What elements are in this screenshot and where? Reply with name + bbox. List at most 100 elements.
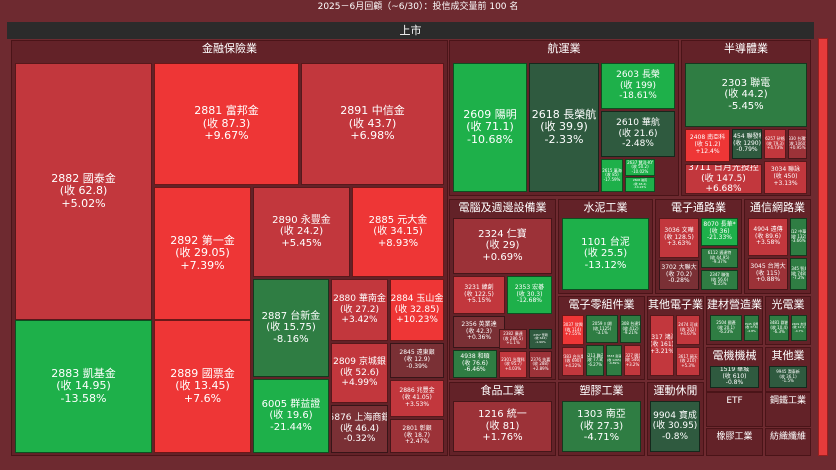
- tile-3702[interactable]: 3702 大聯大 (收 70.2) -0.28%: [659, 260, 699, 290]
- tile-label: 1101 台泥: [581, 236, 630, 248]
- tile-label: 2887 台新金: [261, 310, 321, 322]
- tile-2376[interactable]: 2376 技嘉 (收 288) +2.89%: [529, 351, 552, 378]
- tile-1101[interactable]: 1101 台泥 (收 25.5) -13.12%: [562, 218, 649, 290]
- tile-6213[interactable]: 6213 聯茂 (收 77.8) -6.27%: [586, 345, 604, 376]
- tile-2887[interactable]: 2887 台新金 (收 15.75) -8.16%: [253, 279, 329, 377]
- tile-6005[interactable]: 6005 群益證 (收 19.6) -21.44%: [253, 379, 329, 453]
- tile-close: (收 199): [619, 80, 657, 91]
- tile-label: 1303 南亞: [577, 409, 626, 421]
- tile-2301[interactable]: 2301 光寶科 (收 95.7) +4.03%: [499, 351, 527, 378]
- tile-label: 6005 群益證: [261, 398, 321, 410]
- tile-label: 2884 玉山金: [390, 294, 444, 305]
- tile-2890[interactable]: 2890 永豐金 (收 24.2) +5.45%: [253, 187, 350, 277]
- tile-2059[interactable]: 2059 川湖 (收 1125) -3.1%: [586, 315, 618, 343]
- tile-2303[interactable]: 2303 聯電 (收 44.2) -5.45%: [685, 63, 807, 127]
- tile-close: (收 30.95): [652, 421, 698, 432]
- sector-title: 其他電子業: [648, 298, 703, 311]
- tile-close: (收 41.05): [402, 394, 432, 402]
- tile-2882[interactable]: 2882 國泰金 (收 62.8) +5.02%: [15, 63, 152, 320]
- tile-2801[interactable]: 2801 彰銀 (收 18.7) +2.47%: [390, 419, 444, 453]
- tile-9904[interactable]: 9904 寶成 (收 30.95) -0.8%: [650, 401, 700, 452]
- tile-label: 5876 上海商銀: [331, 413, 388, 424]
- tile-2884[interactable]: 2884 玉山金 (收 32.85) +10.23%: [390, 279, 444, 341]
- tile-4904[interactable]: 4904 遠傳 (收 89.6) +3.58%: [748, 218, 788, 256]
- tile-1216[interactable]: 1216 統一 (收 81) +1.76%: [453, 401, 552, 452]
- tile-close: (收 1290): [733, 139, 761, 147]
- tile-2356[interactable]: 2356 英業達 (收 42.3) +0.36%: [453, 316, 505, 348]
- tile-2408[interactable]: 2408 南亞科 (收 51.2) +12.4%: [685, 129, 730, 162]
- tile-1519[interactable]: 1519 華城 (收 610) -0.8%: [710, 366, 759, 388]
- tile-label: 2890 永豐金: [272, 214, 331, 226]
- tile-change: -9.21%: [623, 330, 638, 336]
- tile-2615[interactable]: 2615 萬海 (收 85) -17.59%: [601, 159, 623, 192]
- tile-3034[interactable]: 3034 聯詠 (收 450) +3.13%: [764, 161, 807, 194]
- tile-close: (收 132): [790, 233, 807, 239]
- tile-close: (收 36): [709, 227, 730, 235]
- tile-change: +8.93%: [377, 237, 419, 249]
- tile-2883[interactable]: 2883 凱基金 (收 14.95) -13.58%: [15, 320, 152, 453]
- tile-2610[interactable]: 2610 華航 (收 21.6) -2.48%: [601, 111, 675, 157]
- sector-title: 橡膠工業: [716, 432, 753, 442]
- tile-2637[interactable]: 2637 慧洋-KY (收 50.2) -10.02%: [625, 159, 655, 176]
- tile-2409[interactable]: 2409 友達 (收 12.1) -4.7%: [791, 315, 807, 341]
- tile-2412[interactable]: 2412 中華電(收 132)-3.66%: [790, 218, 807, 256]
- tile-9945[interactable]: 9945 潤泰新 (收 36.1) -1.5%: [769, 366, 807, 388]
- tile-change: -6.23%: [718, 329, 734, 335]
- tile-3037[interactable]: 3037 欣興 (收 114) +7.55%: [562, 315, 584, 345]
- tile-2327[interactable]: 2327 國巨(收 546)+3.2%: [624, 345, 641, 376]
- tile-2317[interactable]: 2317 鴻海(收 161)+3.21%: [650, 315, 674, 376]
- tile-6112[interactable]: 6112 邁達特 (收 44.95) -9.37%: [701, 248, 738, 268]
- tile-close: (收 36.1): [779, 373, 797, 379]
- tile-2353[interactable]: 2353 宏碁 (收 30.3) -12.68%: [507, 276, 552, 314]
- tile-2606[interactable]: 2606 裕民 (收 48.4) -14.24%: [625, 177, 655, 192]
- tile-2383[interactable]: 2383 台光電 (收 690) +4.22%: [562, 347, 584, 376]
- tile-close: (收 25.5): [583, 248, 628, 260]
- tile-3617[interactable]: 3617 碩天 (收 210) +5.3%: [676, 347, 700, 376]
- tile-3036[interactable]: 3036 文曄 (收 128.5) +3.63%: [659, 218, 699, 258]
- tile-2347[interactable]: 2347 聯強 (收 56.6) -8.55%: [701, 270, 738, 290]
- tile-6257[interactable]: 6257 矽格 (收 79.3) +4.73%: [764, 129, 786, 159]
- tile-2454[interactable]: 2454 聯發科(收 1290)-0.79%: [732, 129, 762, 159]
- tile-change: -21.44%: [270, 421, 312, 433]
- tile-2809[interactable]: 2809 京城銀 (收 52.6) +4.99%: [331, 343, 388, 403]
- tile-2892[interactable]: 2892 第一金 (收 29.05) +7.39%: [154, 187, 251, 320]
- tile-5876[interactable]: 5876 上海商銀 (收 46.4) -0.32%: [331, 405, 388, 453]
- tile-2603[interactable]: 2603 長榮 (收 199) -18.61%: [601, 63, 675, 109]
- tile-2382[interactable]: 2382 廣達 (收 286.5) +1.1%: [499, 329, 527, 349]
- tile-8070[interactable]: 8070 長華* (收 36) -21.33%: [701, 218, 738, 246]
- tile-3045[interactable]: 3045 台灣大 (收 115) +0.88%: [748, 258, 788, 290]
- tile-close: (收 128.5): [664, 233, 694, 241]
- tile-2886[interactable]: 2886 兆豐金 (收 41.05) +3.53%: [390, 380, 444, 417]
- tile-1303[interactable]: 1303 南亞 (收 27.3) -4.71%: [562, 401, 641, 452]
- tile-label: 9904 寶成: [653, 410, 697, 421]
- tile-2474[interactable]: 2474 可成 (收 202) +4.67%: [676, 315, 700, 345]
- sector-title: 其他業: [771, 349, 805, 362]
- tile-2330[interactable]: 2330 台積電(收 1060)+0.95%: [788, 129, 807, 159]
- tile-2880[interactable]: 2880 華南金 (收 27.2) +3.42%: [331, 279, 388, 341]
- tile-2609[interactable]: 2609 陽明 (收 71.1) -10.68%: [453, 63, 527, 192]
- tile-2891[interactable]: 2891 中信金 (收 43.7) +6.98%: [301, 63, 444, 185]
- sector-title: 建材營造業: [707, 298, 762, 311]
- tile-3711[interactable]: 3711 日月光投控 (收 147.5) +6.68%: [685, 164, 762, 194]
- tile-2881[interactable]: 2881 富邦金 (收 87.3) +9.67%: [154, 63, 299, 185]
- tile-2545[interactable]: 2545 皇翔 (收 37.6) -4.8%: [744, 315, 759, 341]
- tile-3481[interactable]: 3481 群創 (收 10.4) -6.3%: [769, 315, 789, 341]
- tile-2885[interactable]: 2885 元大金 (收 34.15) +8.93%: [352, 187, 444, 277]
- tile-2345[interactable]: 2345 智邦(收 748)-7.2%: [790, 258, 807, 290]
- tile-3533[interactable]: 3533 嘉澤 (收 1265) -4.89%: [606, 345, 622, 376]
- tile-2308[interactable]: 2308 台達電(收 412)-9.21%: [620, 315, 641, 343]
- tile-2618[interactable]: 2618 長榮航 (收 39.9) -2.33%: [529, 63, 599, 192]
- tile-2845[interactable]: 2845 遠東銀 (收 12.9) -0.39%: [390, 343, 444, 378]
- tile-label: 2885 元大金: [368, 214, 428, 226]
- tile-2889[interactable]: 2889 國票金 (收 13.45) +7.6%: [154, 320, 251, 453]
- tile-2324[interactable]: 2324 仁寶 (收 29) +0.69%: [453, 218, 552, 274]
- tile-label: 2412 中華電: [791, 229, 807, 235]
- tile-close: (收 89.6): [755, 232, 781, 240]
- tile-3231[interactable]: 3231 緯創 (收 122.5) +5.15%: [453, 276, 505, 314]
- tile-close: (收 81): [485, 420, 520, 432]
- tile-label: 3231 緯創: [464, 283, 494, 291]
- tile-2357[interactable]: 2357 華碩 (收 644) -1.99%: [529, 329, 552, 349]
- tile-2504[interactable]: 2504 國產 (收 20.1) -6.23%: [710, 315, 742, 341]
- tile-close: (收 18.7): [404, 431, 430, 439]
- tile-4938[interactable]: 4938 和碩 (收 76.6) -6.46%: [453, 350, 497, 378]
